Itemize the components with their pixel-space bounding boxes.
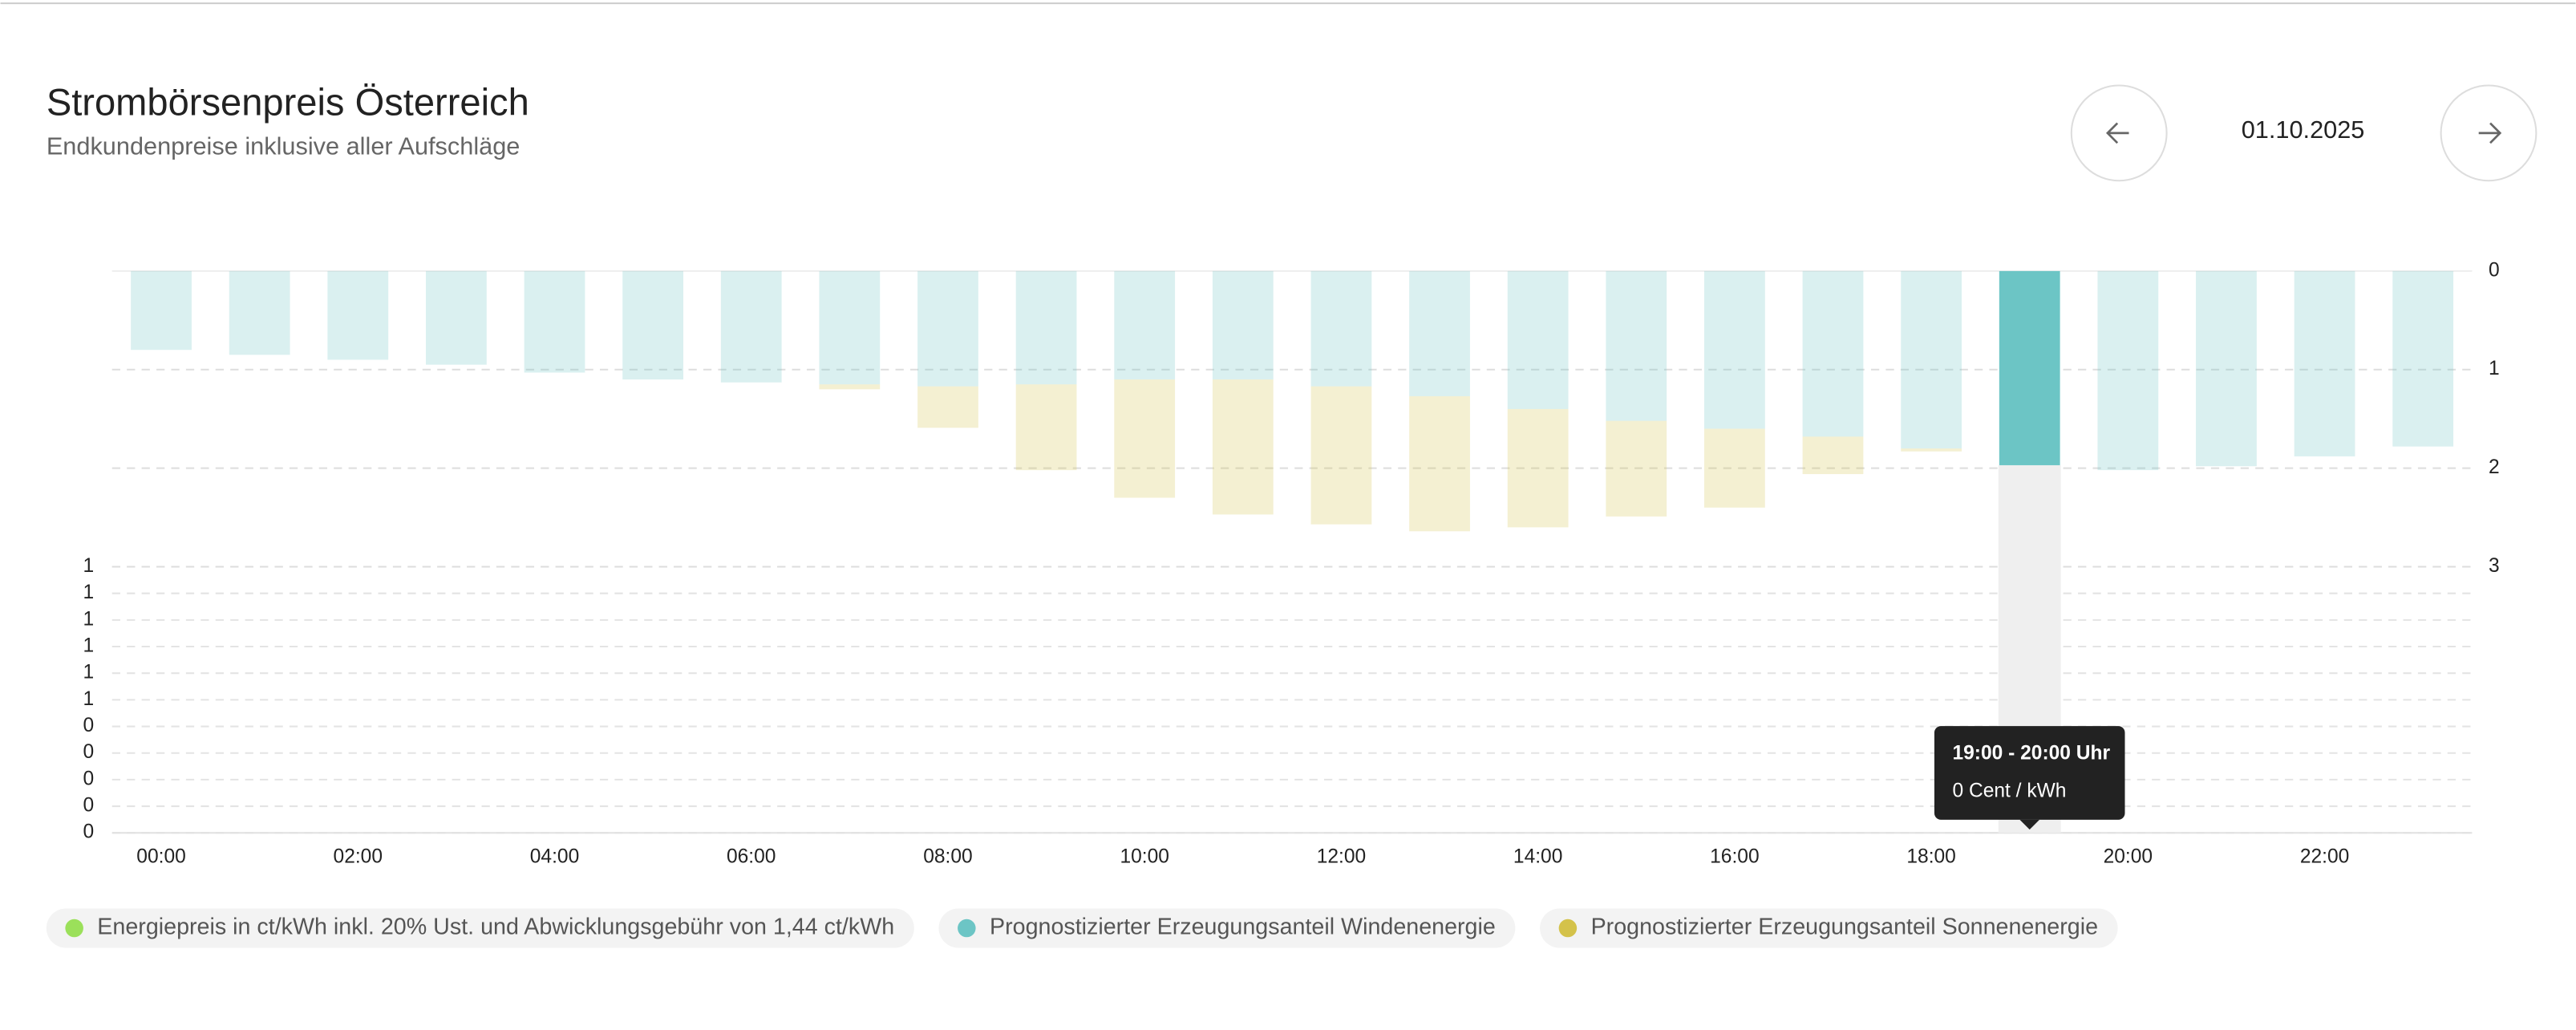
x-tick-label: 18:00 <box>1906 845 1955 867</box>
bar <box>1409 395 1470 532</box>
bar <box>1901 270 1962 449</box>
tooltip-pointer <box>2019 819 2040 830</box>
bar <box>1802 270 1864 437</box>
legend-label: Prognostizierter Erzeugungsanteil Winden… <box>990 914 1496 940</box>
bar <box>720 270 782 383</box>
bar <box>819 384 881 390</box>
bar <box>1114 379 1176 498</box>
x-tick-label: 04:00 <box>530 845 579 867</box>
legend-pill <box>1540 908 2118 948</box>
x-tick-label: 12:00 <box>1317 845 1366 867</box>
bar <box>1015 384 1077 471</box>
bar <box>917 270 978 387</box>
legend-item[interactable]: Energiepreis in ct/kWh inkl. 20% Ust. un… <box>46 908 914 948</box>
legend-pill <box>938 908 1516 948</box>
y-tick-label: 1 <box>83 635 95 657</box>
y-tick-label: 0 <box>83 715 95 736</box>
y-tick-label: 1 <box>83 662 95 683</box>
tooltip-title: 19:00 - 20:00 Uhr <box>1952 742 2110 764</box>
x-tick-label: 06:00 <box>727 845 776 867</box>
bar <box>1999 270 2060 465</box>
y-tick-label: 1 <box>83 555 95 577</box>
bar <box>1606 270 1667 421</box>
chart-subtitle: Endkundenpreise inklusive aller Aufschlä… <box>47 132 520 160</box>
x-tick-label: 16:00 <box>1710 845 1759 867</box>
y-tick-label: 0 <box>83 768 95 789</box>
x-tick-label: 08:00 <box>923 845 972 867</box>
y2-tick-label: 3 <box>2489 555 2500 577</box>
bar <box>1114 270 1176 380</box>
bar <box>1507 408 1569 528</box>
legend-label: Energiepreis in ct/kWh inkl. 20% Ust. un… <box>97 914 894 940</box>
x-tick-label: 14:00 <box>1513 845 1562 867</box>
tooltip-text: 0 Cent / kWh <box>1952 781 2066 802</box>
date: 01.10.2025 <box>2242 116 2365 144</box>
bar <box>524 270 585 373</box>
bar <box>2196 270 2257 467</box>
x-tick-label: 00:00 <box>136 845 185 867</box>
x-tick-label: 02:00 <box>334 845 383 867</box>
x-tick-label: 20:00 <box>2104 845 2153 867</box>
bar <box>229 270 290 355</box>
bar <box>1704 270 1765 429</box>
bar <box>131 270 192 351</box>
legend-pill <box>46 908 914 948</box>
y-tick-label: 1 <box>83 582 95 603</box>
bar <box>2097 270 2159 471</box>
legend-dot <box>958 918 976 938</box>
next-button[interactable] <box>2440 84 2538 182</box>
bar <box>1212 270 1274 380</box>
y2-tick-label: 2 <box>2489 456 2500 478</box>
bar <box>327 270 389 360</box>
y-tick-label: 1 <box>83 608 95 630</box>
y-tick-label: 0 <box>83 821 95 843</box>
x-tick-label: 10:00 <box>1120 845 1169 867</box>
bar <box>1015 270 1077 385</box>
y-tick-label: 0 <box>83 795 95 817</box>
tooltip-box <box>1934 726 2125 820</box>
bar <box>1409 270 1470 396</box>
prev-button[interactable] <box>2070 84 2168 182</box>
legend-item[interactable]: Prognostizierter Erzeugungsanteil Sonnen… <box>1540 908 2118 948</box>
bar <box>2294 270 2355 456</box>
bar <box>622 270 684 380</box>
bar <box>1310 270 1372 387</box>
bar <box>426 270 487 365</box>
legend-label: Prognostizierter Erzeugungsanteil Sonnen… <box>1591 914 2098 940</box>
y-tick-label: 1 <box>83 688 95 710</box>
legend-dot <box>65 918 83 938</box>
bar <box>1704 428 1765 508</box>
y2-tick-label: 0 <box>2489 259 2500 281</box>
legend-item[interactable]: Prognostizierter Erzeugungsanteil Winden… <box>938 908 1516 948</box>
y2-tick-label: 1 <box>2489 358 2500 379</box>
bar <box>2392 270 2454 447</box>
y-tick-label: 0 <box>83 741 95 763</box>
x-tick-label: 22:00 <box>2300 845 2349 867</box>
bar <box>1901 448 1962 452</box>
chart-title: Strombörsenpreis Österreich <box>47 80 529 123</box>
bar <box>1606 420 1667 517</box>
legend-dot <box>1558 918 1578 938</box>
bar <box>1310 386 1372 525</box>
bar <box>1802 436 1864 475</box>
bar <box>1212 379 1274 515</box>
bar <box>1507 270 1569 409</box>
bar <box>819 270 881 385</box>
bar <box>917 386 978 428</box>
